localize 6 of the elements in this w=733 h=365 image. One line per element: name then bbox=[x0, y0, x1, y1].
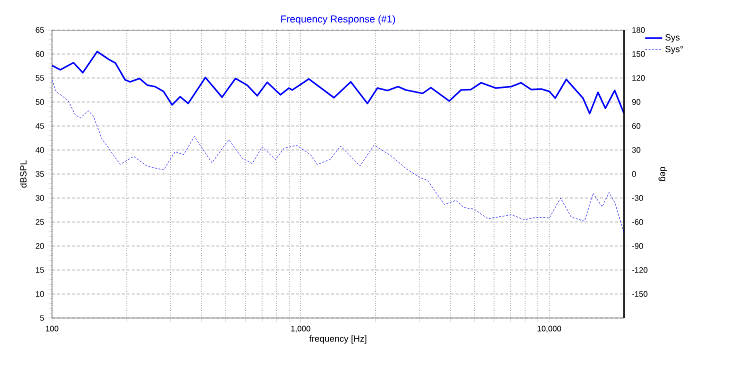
y-axis-title: dBSPL bbox=[20, 160, 27, 188]
chart-title: Frequency Response (#1) bbox=[281, 15, 395, 24]
y2-axis-title: deg bbox=[658, 166, 667, 181]
legend-label: Sys° bbox=[665, 46, 683, 54]
x-axis-title: frequency [Hz] bbox=[309, 335, 366, 344]
legend-label: Sys bbox=[665, 34, 680, 42]
